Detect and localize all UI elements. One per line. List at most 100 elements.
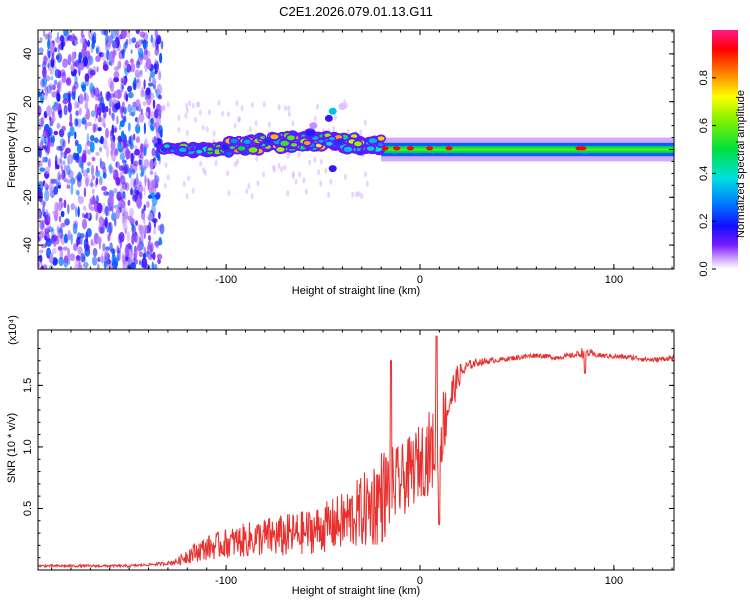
noise-blob <box>105 91 110 101</box>
noise-blob <box>90 199 97 205</box>
noise-blob <box>80 48 86 59</box>
noise-blob <box>74 258 80 267</box>
noise-blob <box>46 144 50 155</box>
noise-blob <box>63 30 69 37</box>
noise-blob <box>47 63 50 68</box>
faint-blob <box>333 114 337 121</box>
faint-blob <box>291 173 295 180</box>
noise-blob <box>53 130 59 136</box>
noise-blob <box>129 111 135 117</box>
noise-blob <box>153 263 158 269</box>
isolated-blob <box>309 122 318 130</box>
noise-blob <box>127 122 131 132</box>
faint-blob <box>317 169 321 176</box>
noise-blob <box>142 224 148 235</box>
noise-blob <box>100 52 107 61</box>
noise-blob <box>126 231 130 243</box>
noise-blob <box>73 61 78 67</box>
noise-blob <box>144 90 148 101</box>
noise-blob <box>147 241 151 250</box>
noise-blob <box>112 257 119 268</box>
noise-blob <box>51 110 55 119</box>
faint-blob <box>233 122 237 129</box>
noise-blob <box>132 79 138 91</box>
noise-blob <box>102 138 108 150</box>
noise-blob <box>63 177 68 182</box>
noise-blob <box>108 194 114 207</box>
noise-blob <box>140 165 145 175</box>
noise-blob <box>44 166 51 175</box>
noise-blob <box>97 127 102 132</box>
noise-blob <box>105 44 109 52</box>
faint-blob <box>212 130 216 137</box>
noise-blob <box>102 64 109 71</box>
noise-blob <box>90 178 93 188</box>
noise-blob <box>38 209 43 218</box>
noise-blob <box>146 143 149 149</box>
noise-blob <box>117 140 121 152</box>
faint-blob <box>166 101 170 108</box>
noise-blob <box>136 73 143 78</box>
noise-blob <box>66 184 71 189</box>
noise-blob <box>136 197 143 209</box>
noise-blob <box>54 178 61 185</box>
noise-blob <box>51 91 57 98</box>
noise-blob <box>75 118 79 127</box>
noise-blob <box>128 135 132 145</box>
faint-blob <box>226 170 230 177</box>
noise-blob <box>78 51 82 64</box>
noise-blob <box>62 160 66 166</box>
noise-blob <box>91 156 96 162</box>
noise-blob <box>50 76 54 81</box>
isolated-blob <box>328 165 337 173</box>
noise-blob <box>104 205 110 217</box>
noise-blob <box>60 69 66 77</box>
noise-blob <box>50 68 52 76</box>
noise-blob <box>51 118 55 124</box>
noise-blob <box>80 252 86 263</box>
noise-blob <box>156 36 161 45</box>
noise-blob <box>119 146 125 151</box>
noise-blob <box>96 106 102 116</box>
noise-blob <box>98 52 104 58</box>
noise-blob <box>154 149 159 158</box>
noise-blob <box>44 33 50 40</box>
noise-blob <box>91 241 96 246</box>
noise-blob <box>84 102 89 110</box>
scint-blob <box>170 149 175 153</box>
faint-blob <box>364 171 367 178</box>
noise-blob <box>51 84 56 91</box>
noise-blob <box>160 40 164 50</box>
noise-blob <box>151 203 156 216</box>
scint-blob <box>243 139 251 144</box>
noise-blob <box>44 182 48 189</box>
noise-blob <box>59 34 65 43</box>
noise-blob <box>67 170 74 179</box>
noise-blob <box>140 234 144 246</box>
spectrogram-ticks: -100 0 100 -40 -20 0 20 40 <box>22 30 674 286</box>
noise-blob <box>152 139 158 144</box>
noise-blob <box>73 81 79 90</box>
faint-blob <box>332 126 336 133</box>
noise-blob <box>81 84 87 93</box>
faint-blob <box>185 102 189 109</box>
noise-blob <box>54 47 57 53</box>
faint-blob <box>187 175 191 182</box>
noise-blob <box>113 204 120 209</box>
noise-blob <box>135 41 139 48</box>
noise-blob <box>158 211 161 220</box>
noise-blob <box>99 226 105 234</box>
noise-blob <box>112 40 118 49</box>
noise-blob <box>74 100 78 109</box>
faint-blob <box>177 114 181 121</box>
noise-blob <box>95 177 99 186</box>
noise-blob <box>63 104 68 116</box>
noise-blob <box>120 30 127 39</box>
noise-blob <box>61 39 64 51</box>
noise-blob <box>103 256 107 268</box>
faint-blob <box>286 152 290 159</box>
noise-blob <box>108 35 111 43</box>
noise-blob <box>72 223 78 235</box>
noise-blob <box>74 131 77 140</box>
noise-blob <box>67 204 70 215</box>
